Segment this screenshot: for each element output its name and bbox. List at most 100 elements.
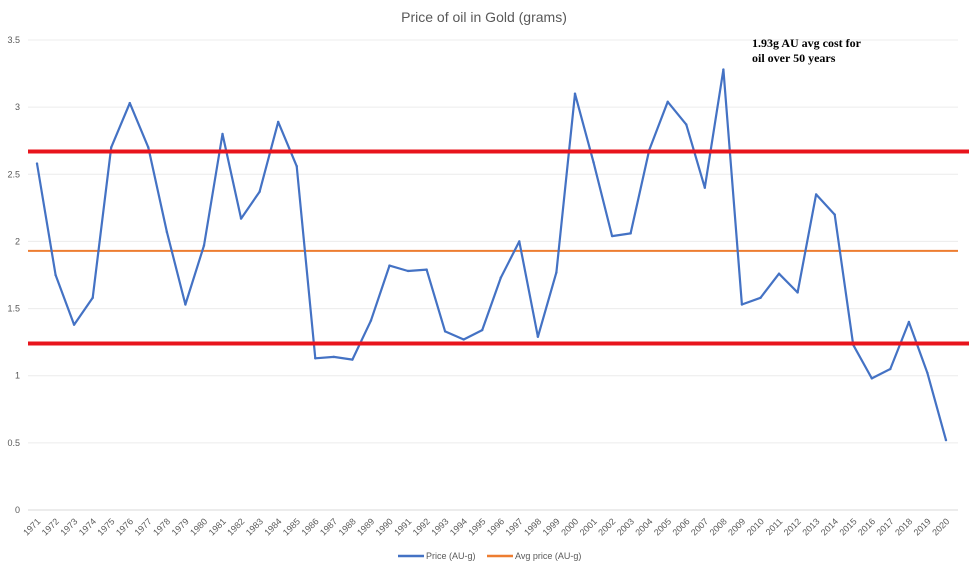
price-point [184,303,187,306]
x-tick-label: 1972 [40,516,61,537]
y-tick-label: 1.5 [7,304,20,314]
x-tick-label: 2010 [745,516,766,537]
x-tick-label: 2019 [912,516,933,537]
price-point [258,190,261,193]
chart-title: Price of oil in Gold (grams) [401,9,567,25]
x-tick-label: 2016 [856,516,877,537]
price-point [889,367,892,371]
price-point [907,320,911,324]
x-tick-label: 2005 [652,516,673,537]
x-tick-label: 2018 [893,516,914,537]
price-point [443,330,447,333]
x-tick-label: 1977 [132,516,153,537]
x-tick-label: 1997 [504,516,525,537]
price-point [35,162,39,165]
price-point [629,232,632,235]
x-tick-label: 1992 [411,516,432,537]
price-point [610,234,614,238]
price-point [54,273,57,277]
x-tick-label: 2009 [726,516,747,537]
y-tick-label: 0.5 [7,438,20,448]
price-point [944,438,948,442]
price-point [72,323,76,326]
x-tick-label: 2002 [596,516,617,537]
price-point [462,338,465,341]
price-point [499,276,502,279]
y-tick-label: 3.5 [7,35,20,45]
x-tick-label: 1986 [299,516,320,537]
x-tick-label: 2017 [875,516,896,537]
x-tick-label: 1975 [95,516,116,537]
price-point [276,120,280,124]
x-tick-label: 2011 [764,516,785,537]
price-point [165,230,169,234]
price-line [35,68,948,441]
x-tick-label: 1988 [337,516,358,537]
x-tick-label: 1976 [114,516,135,537]
legend-label-price: Price (AU-g) [426,551,476,561]
x-tick-label: 2008 [708,516,729,537]
price-point [685,123,688,126]
price-point [926,371,929,375]
price-point [740,303,744,306]
x-tick-label: 1974 [77,516,98,537]
price-point [481,328,484,332]
price-point [406,269,410,273]
legend: Price (AU-g) Avg price (AU-g) [398,551,581,561]
price-point [425,268,428,271]
x-tick-label: 1984 [262,516,283,537]
price-point [833,213,836,216]
price-point [759,296,762,300]
x-tick-label: 1999 [541,516,562,537]
x-tick-label: 1996 [485,516,506,537]
x-tick-label: 2006 [670,516,691,537]
price-point [722,68,725,71]
x-tick-label: 2003 [615,516,636,537]
price-point [295,165,298,168]
x-tick-label: 1980 [188,516,209,537]
price-point [239,217,243,220]
x-tick-label: 2004 [633,516,654,537]
x-tick-label: 1990 [374,516,395,537]
x-tick-label: 1981 [207,516,228,537]
x-tick-label: 2007 [689,516,710,537]
x-tick-label: 1983 [244,516,265,537]
x-tick-label: 1979 [170,516,191,537]
price-point [332,355,336,359]
price-point [796,291,799,294]
price-point [91,296,94,300]
y-tick-label: 3 [15,102,20,112]
price-point [147,146,150,149]
x-tick-label: 1973 [58,516,79,537]
y-tick-label: 2 [15,236,20,246]
price-point [666,100,669,103]
price-point [314,357,317,360]
x-tick-label: 2012 [782,516,803,537]
x-tick-label: 1989 [355,516,376,537]
x-tick-label: 1991 [392,516,413,537]
x-tick-label: 1998 [522,516,543,537]
x-tick-label: 1978 [151,516,172,537]
x-tick-label: 1987 [318,516,339,537]
price-point [518,240,521,243]
x-tick-label: 1985 [281,516,302,537]
x-tick-label: 1971 [21,516,42,537]
x-tick-label: 1982 [225,516,246,537]
y-tick-label: 2.5 [7,169,20,179]
price-point [870,377,873,380]
price-point [128,101,131,105]
x-tick-label: 1994 [448,516,469,537]
price-point [351,358,354,361]
x-tick-label: 2020 [930,516,951,537]
annotation-line-2: oil over 50 years [752,51,836,65]
legend-label-avg: Avg price (AU-g) [515,551,581,561]
price-point [110,146,113,149]
x-tick-label: 2014 [819,516,840,537]
price-point [536,335,540,338]
x-tick-label: 2001 [578,516,599,537]
price-point [202,244,206,247]
price-point [369,319,373,322]
x-tick-label: 2013 [800,516,821,537]
y-tick-label: 0 [15,505,20,515]
